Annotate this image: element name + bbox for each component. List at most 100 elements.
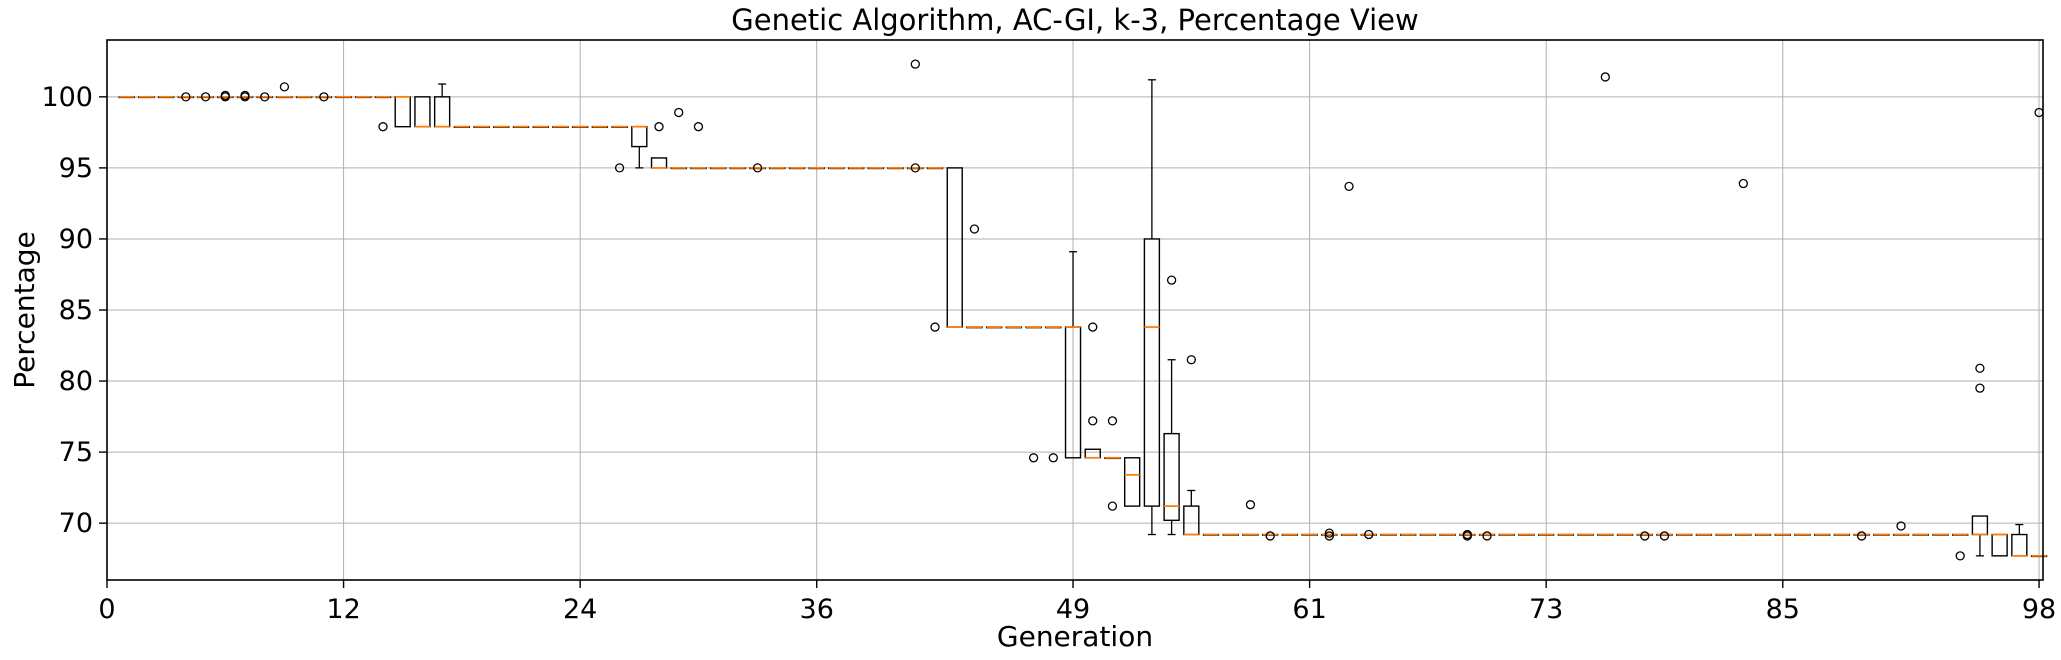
x-tick-label: 49 xyxy=(1056,594,1090,625)
boxplot xyxy=(236,95,254,99)
boxplot xyxy=(1636,533,1653,536)
outlier-point xyxy=(614,163,625,173)
outlier-point xyxy=(1088,416,1098,426)
boxplot xyxy=(177,95,195,99)
box-iqr xyxy=(414,96,431,128)
boxplot xyxy=(1853,533,1870,536)
boxplot xyxy=(276,95,293,99)
boxplot xyxy=(512,125,530,128)
outlier-point xyxy=(1975,383,1985,393)
outlier-point xyxy=(1048,453,1058,463)
boxplot xyxy=(1675,533,1693,536)
y-tick-label: 70 xyxy=(59,508,93,539)
boxplot xyxy=(926,166,944,170)
boxplot xyxy=(847,166,865,170)
y-tick-label: 90 xyxy=(59,224,93,255)
boxplot xyxy=(1163,359,1180,536)
box-iqr xyxy=(394,96,411,128)
boxplot xyxy=(1222,533,1239,536)
y-tick-label: 100 xyxy=(41,82,93,113)
boxplot xyxy=(887,166,904,170)
boxplot xyxy=(1557,533,1575,536)
x-tick-label: 61 xyxy=(1292,594,1326,625)
boxplot xyxy=(1084,448,1101,459)
boxplot xyxy=(946,167,963,328)
boxplots xyxy=(118,79,2048,558)
boxplot xyxy=(1261,533,1279,536)
boxplot xyxy=(256,95,273,99)
outlier-point xyxy=(1640,531,1650,541)
x-tick-label: 98 xyxy=(2022,594,2056,625)
x-axis-label: Generation xyxy=(997,620,1153,653)
outlier-point xyxy=(1955,551,1965,561)
boxplot xyxy=(374,95,392,99)
x-tick-label: 73 xyxy=(1529,594,1563,625)
boxplot xyxy=(670,166,687,170)
boxplot xyxy=(2030,554,2048,558)
outlier-point xyxy=(1028,453,1039,463)
box-iqr xyxy=(2011,533,2028,557)
boxplot xyxy=(1754,533,1772,536)
outlier-point xyxy=(378,122,388,132)
outlier-point xyxy=(319,92,329,102)
boxplot xyxy=(433,83,451,128)
box-iqr xyxy=(1971,515,1989,536)
boxplot xyxy=(1498,533,1515,536)
boxplot xyxy=(1518,533,1535,536)
boxplot xyxy=(1005,326,1023,329)
boxplot xyxy=(1597,533,1614,536)
outlier-point xyxy=(674,107,684,118)
box-iqr xyxy=(433,96,451,128)
outlier-point xyxy=(654,122,664,132)
boxplot xyxy=(473,125,490,128)
boxplot xyxy=(1064,251,1082,459)
boxplot xyxy=(631,125,648,169)
boxplot xyxy=(1577,533,1594,536)
boxplot xyxy=(907,166,924,170)
boxplot xyxy=(1616,533,1634,536)
outlier-point xyxy=(260,92,270,102)
boxplot xyxy=(1971,515,1989,557)
box-iqr xyxy=(1143,238,1161,507)
chart-title: Genetic Algorithm, AC-GI, k-3, Percentag… xyxy=(731,3,1418,37)
boxplot xyxy=(118,95,135,99)
boxplot xyxy=(197,95,214,99)
outlier-point xyxy=(1738,178,1748,189)
outlier-point xyxy=(1344,181,1354,192)
boxplot xyxy=(1932,533,1949,536)
boxplot xyxy=(295,95,313,99)
outlier-point xyxy=(910,163,920,173)
box-iqr xyxy=(1123,457,1141,507)
boxplot xyxy=(414,96,431,128)
boxplot xyxy=(749,166,766,170)
boxplot xyxy=(138,95,155,99)
boxplot xyxy=(315,95,333,99)
box-iqr xyxy=(631,125,648,148)
outlier-point xyxy=(220,90,230,101)
boxplot xyxy=(1656,533,1673,536)
boxplot xyxy=(157,95,175,99)
boxplot xyxy=(591,125,609,128)
boxplot xyxy=(1873,533,1890,536)
x-tick-label: 12 xyxy=(326,594,360,625)
boxplot xyxy=(1321,533,1338,536)
boxplot xyxy=(1814,533,1831,536)
boxplot xyxy=(1104,456,1121,460)
outlier-point xyxy=(1856,531,1867,541)
outlier-point xyxy=(1186,355,1196,365)
grid xyxy=(106,40,2043,580)
boxplot xyxy=(2011,523,2028,557)
boxplot xyxy=(1478,533,1496,536)
outlier-point xyxy=(969,224,980,234)
boxplot xyxy=(769,166,786,170)
boxplot xyxy=(532,125,549,128)
outlier-point xyxy=(1324,531,1334,541)
boxplot xyxy=(1952,533,1969,536)
outlier-point xyxy=(1659,531,1670,541)
box-iqr xyxy=(946,167,963,328)
boxplot xyxy=(552,125,569,128)
outlier-point xyxy=(910,59,920,69)
boxplot xyxy=(1735,533,1752,536)
boxplot xyxy=(493,125,510,128)
